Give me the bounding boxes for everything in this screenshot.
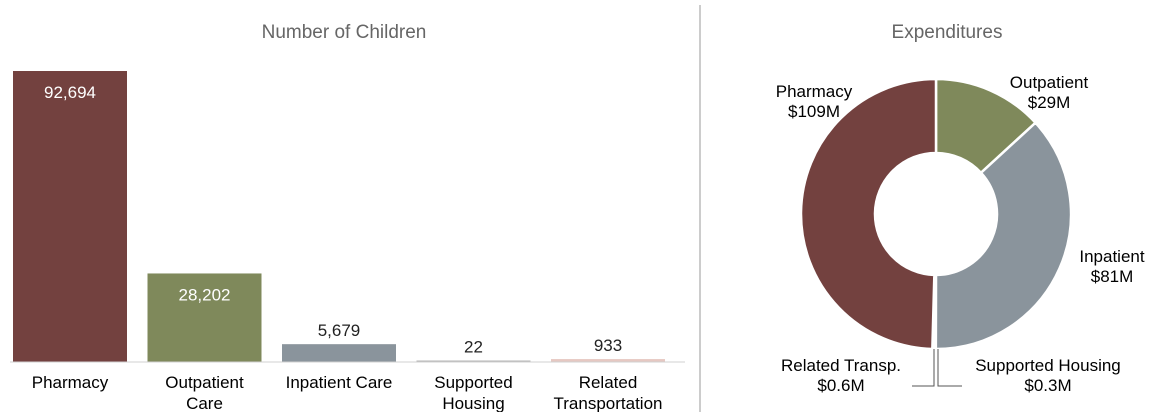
leader-line-supported-housing <box>937 349 962 387</box>
donut-chart-labels: Outpatient $29M Inpatient $81M Supported Hou… <box>776 73 1145 395</box>
bar-value-label-outpatient-care: 28,202 <box>179 285 231 304</box>
slice-label-pharmacy: Pharmacy $109M <box>776 82 853 121</box>
slice-label-inpatient: Inpatient $81M <box>1079 247 1144 286</box>
bar-chart-marks: 92,694 Pharmacy 28,202 Outpatient Care 5,679 I… <box>13 71 665 412</box>
bar-outpatient-care <box>147 273 262 362</box>
donut-chart-marks <box>799 77 1073 351</box>
donut-chart-panel: Expenditures Outpatient $29M Inpatient $81M… <box>776 22 1145 395</box>
leader-line-related-transp <box>912 349 935 387</box>
bar-category-label-inpatient-care: Inpatient Care <box>286 373 393 392</box>
bar-category-label-pharmacy: Pharmacy <box>32 373 109 392</box>
bar-category-label-related-transportation: Related Transportation <box>554 373 663 412</box>
donut-chart-title: Expenditures <box>892 22 1003 43</box>
slice-label-supported-housing: Supported Housing $0.3M <box>975 356 1121 395</box>
bar-value-label-related-transportation: 933 <box>594 336 622 355</box>
bar-value-label-supported-housing: 22 <box>464 338 483 357</box>
bar-category-label-supported-housing: Supported Housing <box>434 373 512 412</box>
bar-inpatient-care <box>282 344 396 362</box>
bar-chart-title: Number of Children <box>262 22 427 43</box>
bar-related-transportation <box>551 359 665 362</box>
slice-pharmacy <box>799 77 938 351</box>
slice-label-related-transp: Related Transp. $0.6M <box>781 356 901 395</box>
bar-value-label-pharmacy: 92,694 <box>44 83 96 102</box>
bar-value-label-inpatient-care: 5,679 <box>318 321 361 340</box>
bar-pharmacy <box>13 71 127 362</box>
slice-inpatient <box>934 120 1073 351</box>
bar-chart-panel: Number of Children 92,694 Pharmacy 28,202 O… <box>10 22 685 412</box>
bar-category-label-outpatient-care: Outpatient Care <box>165 373 244 412</box>
bar-supported-housing <box>416 360 531 362</box>
slice-label-outpatient: Outpatient $29M <box>1010 73 1089 112</box>
